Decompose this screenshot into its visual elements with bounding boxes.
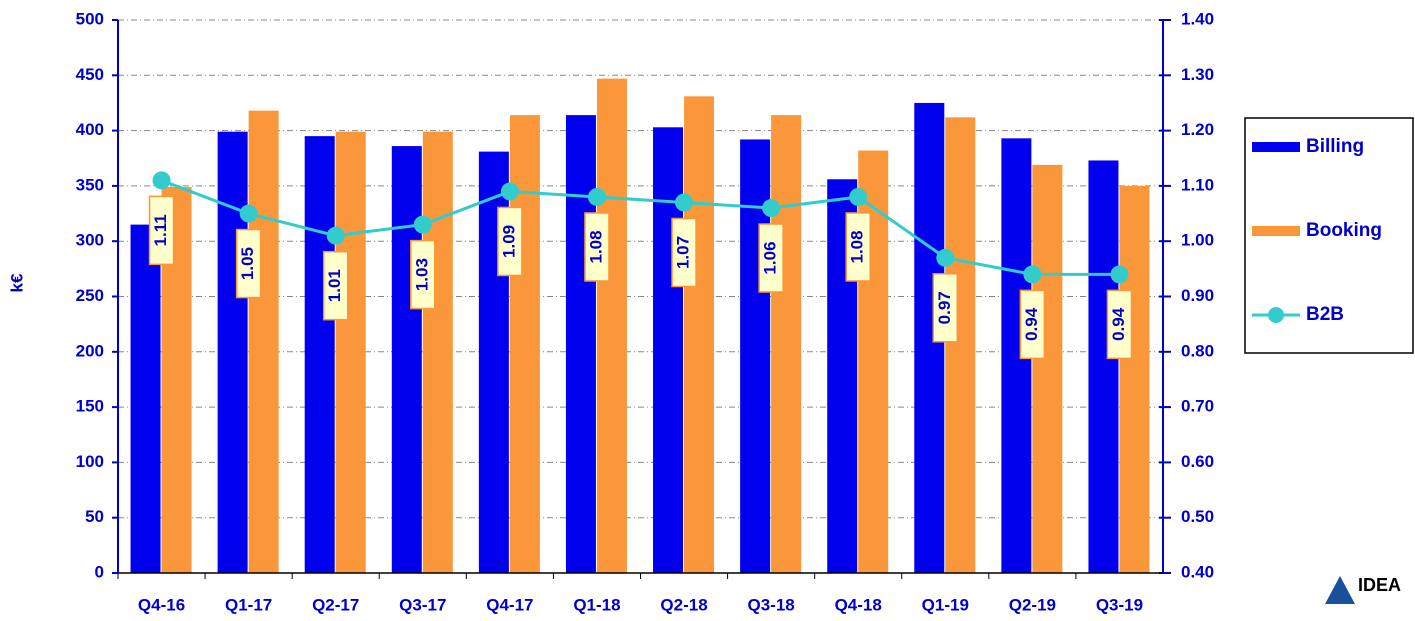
data-label-box <box>845 212 871 282</box>
data-label-box <box>148 195 175 266</box>
data-label: 1.07 <box>674 236 693 269</box>
bar <box>391 146 422 574</box>
y2-tick-label: 1.20 <box>1181 120 1214 139</box>
x-tick-label: Q1-17 <box>225 595 272 614</box>
data-label-box <box>671 217 697 288</box>
y2-tick-label: 0.40 <box>1181 562 1214 581</box>
data-label-box <box>497 206 523 277</box>
x-tick-label: Q1-18 <box>573 595 620 614</box>
x-tick-label: Q3-17 <box>399 595 446 614</box>
y2-tick-label: 0.90 <box>1181 286 1214 305</box>
legend-swatch <box>1252 226 1300 236</box>
y-tick-label: 0 <box>95 562 104 581</box>
line-point <box>413 215 432 234</box>
y-tick-label: 100 <box>76 452 104 471</box>
line-point <box>326 226 345 245</box>
x-tick-label: Q3-18 <box>748 595 795 614</box>
x-tick-label: Q2-19 <box>1009 595 1056 614</box>
data-label: 0.94 <box>1109 307 1128 341</box>
y2-tick-label: 1.00 <box>1181 231 1214 250</box>
line-point <box>1023 265 1042 284</box>
data-label-box <box>410 239 436 310</box>
data-label-box <box>235 228 262 299</box>
y-tick-label: 300 <box>76 231 104 250</box>
bar <box>422 131 453 573</box>
bar <box>335 131 366 573</box>
data-label: 1.05 <box>238 247 257 280</box>
bar <box>1119 185 1150 573</box>
data-label: 1.09 <box>499 225 518 258</box>
x-tick-label: Q2-17 <box>312 595 359 614</box>
data-label-box <box>322 250 349 321</box>
data-label-box <box>584 212 610 282</box>
data-label: 1.01 <box>325 269 344 302</box>
bar <box>653 127 684 574</box>
bar <box>1032 164 1063 574</box>
bar <box>304 136 335 573</box>
data-label: 1.03 <box>412 258 431 291</box>
bar <box>565 115 596 573</box>
line-point <box>239 204 258 223</box>
data-label: 1.11 <box>151 214 170 246</box>
bar <box>1088 160 1119 573</box>
y-tick-label: 450 <box>76 65 104 84</box>
bar <box>596 78 627 574</box>
logo: IDEA <box>1358 575 1401 595</box>
legend-label: Billing <box>1306 136 1364 157</box>
x-tick-label: Q1-19 <box>922 595 969 614</box>
x-tick-label: Q4-16 <box>138 595 185 614</box>
line-point <box>675 193 694 212</box>
data-label: 1.08 <box>586 230 605 263</box>
y2-tick-label: 0.50 <box>1181 507 1214 526</box>
y2-tick-label: 0.60 <box>1181 452 1214 471</box>
legend-label: B2B <box>1306 304 1344 325</box>
y-tick-label: 350 <box>76 175 104 194</box>
bar <box>771 115 802 573</box>
bar <box>130 224 161 574</box>
y-tick-label: 250 <box>76 286 104 305</box>
bar <box>248 110 279 573</box>
y-tick-label: 150 <box>76 397 104 416</box>
x-tick-label: Q4-18 <box>835 595 882 614</box>
line-point <box>500 182 519 201</box>
x-tick-label: Q4-17 <box>486 595 533 614</box>
line-point <box>1110 265 1129 284</box>
x-tick-label: Q3-19 <box>1096 595 1143 614</box>
y-tick-label: 200 <box>76 341 104 360</box>
bar <box>217 131 248 573</box>
y2-tick-label: 1.10 <box>1181 175 1214 194</box>
data-label-box <box>932 273 959 343</box>
line-point <box>587 187 606 206</box>
data-label: 0.97 <box>935 291 954 324</box>
x-tick-label: Q2-18 <box>660 595 707 614</box>
line-point <box>936 248 955 267</box>
data-label: 1.08 <box>848 230 867 263</box>
line-point <box>849 187 868 206</box>
y-tick-label: 400 <box>76 120 104 139</box>
data-label: 0.94 <box>1022 307 1041 341</box>
line-point <box>152 171 171 190</box>
legend-swatch <box>1268 307 1284 323</box>
bar <box>684 96 715 574</box>
bar <box>945 117 976 573</box>
data-label: 1.06 <box>761 241 780 274</box>
legend-swatch <box>1252 142 1300 152</box>
data-label-box <box>1106 289 1133 360</box>
logo-icon <box>1325 576 1355 604</box>
y2-tick-label: 1.40 <box>1181 9 1214 28</box>
y2-tick-label: 1.30 <box>1181 65 1214 84</box>
legend-label: Booking <box>1306 220 1382 241</box>
y-axis-label: k€ <box>7 273 26 292</box>
line-point <box>762 199 781 218</box>
line <box>161 178 1120 276</box>
y-tick-label: 500 <box>76 9 104 28</box>
y2-tick-label: 0.70 <box>1181 397 1214 416</box>
data-label-box <box>758 223 784 293</box>
y-tick-label: 50 <box>85 507 104 526</box>
data-label-box <box>1019 289 1046 360</box>
y2-tick-label: 0.80 <box>1181 341 1214 360</box>
